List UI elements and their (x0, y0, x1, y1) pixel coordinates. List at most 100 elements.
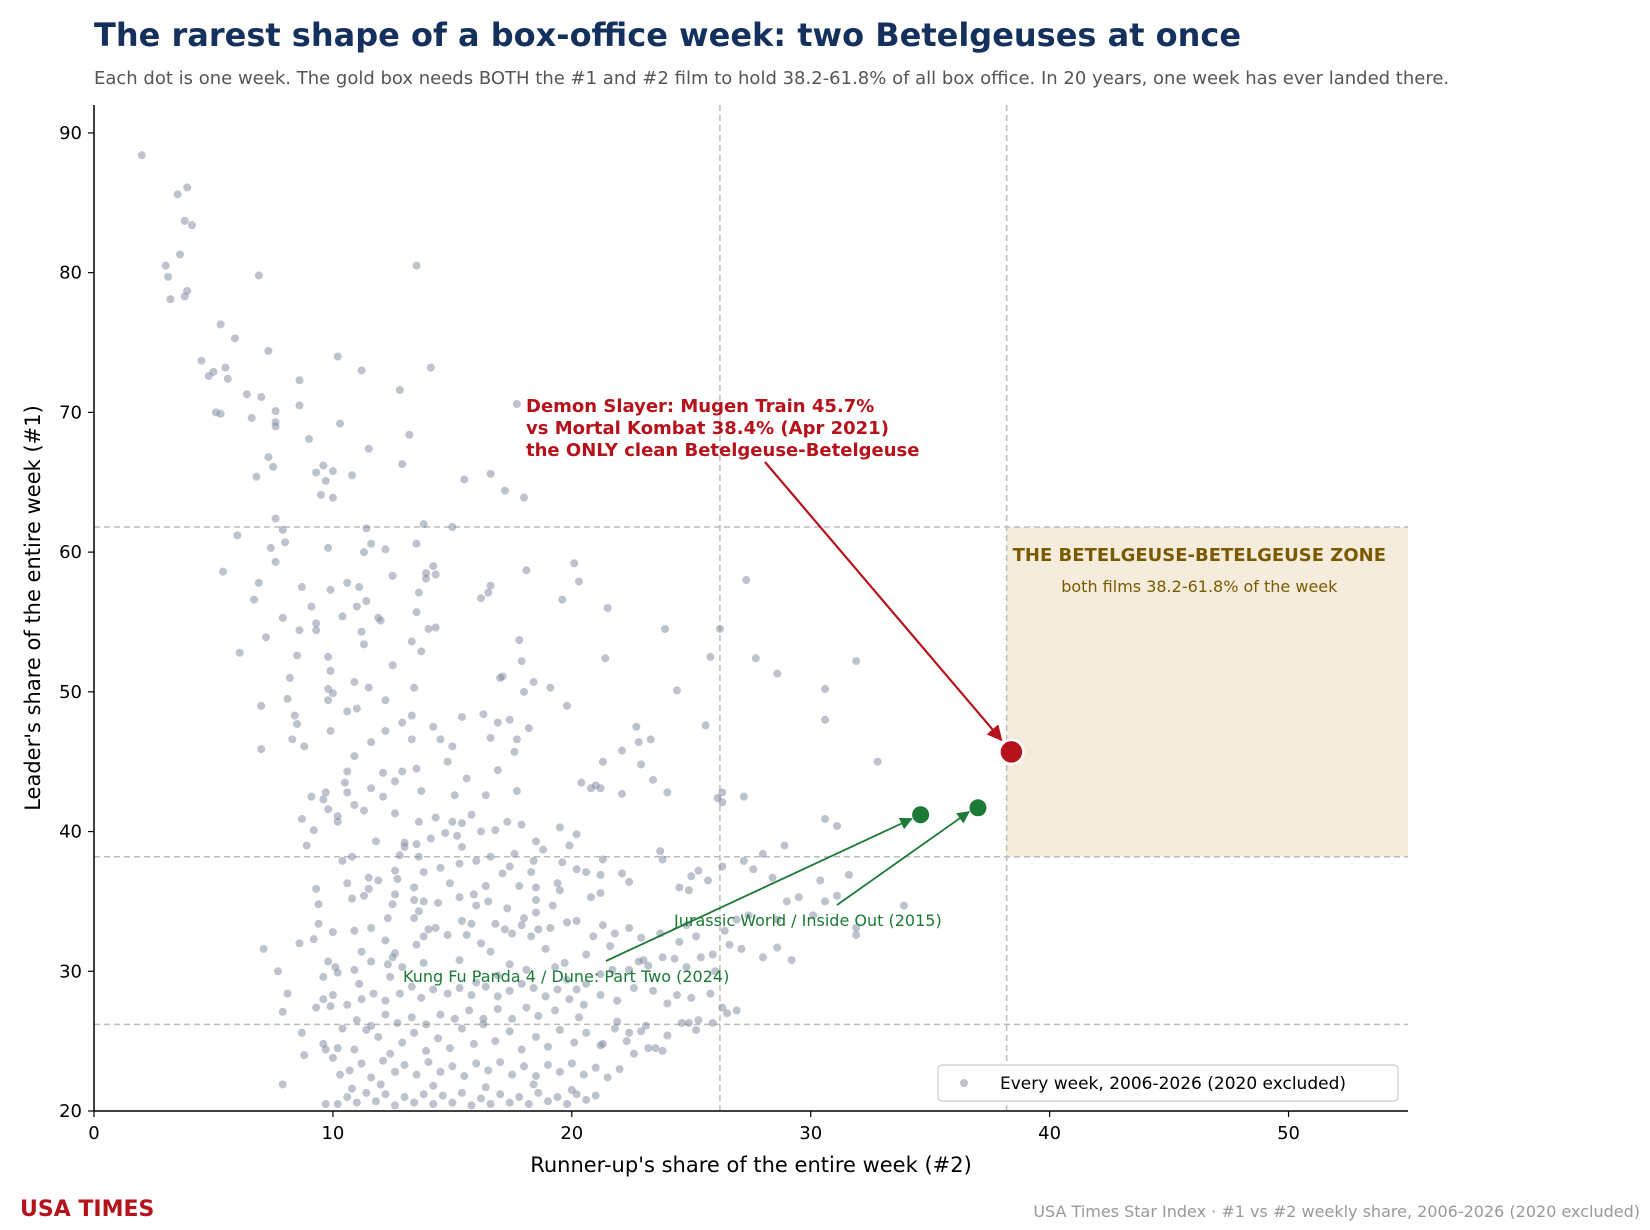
data-point (515, 882, 524, 891)
data-point (357, 1059, 366, 1068)
data-point (328, 991, 337, 1000)
data-point (388, 661, 397, 670)
data-point (436, 1067, 445, 1076)
data-point (371, 837, 380, 846)
data-point (364, 884, 373, 893)
data-point (531, 908, 540, 917)
data-point (312, 1003, 321, 1012)
data-point (355, 583, 364, 592)
data-point (417, 647, 426, 656)
data-point (646, 735, 655, 744)
data-point (278, 1007, 287, 1016)
data-point (608, 965, 617, 974)
data-point (529, 1080, 538, 1089)
data-point (531, 1072, 540, 1081)
highlight-label: Demon Slayer: Mugen Train 45.7% (526, 396, 874, 417)
data-point (510, 849, 519, 858)
data-point (617, 869, 626, 878)
data-point (412, 840, 421, 849)
data-point (383, 960, 392, 969)
data-point (326, 666, 335, 675)
data-point (462, 774, 471, 783)
data-point (524, 724, 533, 733)
data-point (505, 715, 514, 724)
data-point (357, 627, 366, 636)
data-point (632, 722, 641, 731)
x-tick-label: 30 (799, 1123, 822, 1144)
data-point (639, 956, 648, 965)
data-point (758, 849, 767, 858)
data-point (589, 932, 598, 941)
legend-marker (960, 1079, 968, 1087)
data-point (457, 916, 466, 925)
data-point (273, 967, 282, 976)
data-point (381, 545, 390, 554)
legend-box (937, 1064, 1399, 1102)
data-point (352, 602, 361, 611)
data-point (696, 953, 705, 962)
data-point (467, 810, 476, 819)
data-point (352, 704, 361, 713)
data-point (520, 687, 529, 696)
data-point (417, 787, 426, 796)
data-point (534, 1088, 543, 1097)
data-point (326, 726, 335, 735)
data-point (269, 462, 278, 471)
data-point (381, 1010, 390, 1019)
data-point (348, 894, 357, 903)
data-point (718, 788, 727, 797)
data-point (367, 923, 376, 932)
data-point (517, 1045, 526, 1054)
data-point (467, 919, 476, 928)
x-tick-label: 40 (1038, 1123, 1061, 1144)
data-point (553, 1093, 562, 1102)
data-point (250, 595, 259, 604)
data-point (711, 967, 720, 976)
data-point (254, 271, 263, 280)
data-point (493, 992, 502, 1001)
data-point (670, 954, 679, 963)
data-point (419, 868, 428, 877)
data-point (348, 471, 357, 480)
data-point (505, 986, 514, 995)
data-point (551, 963, 560, 972)
data-point (529, 984, 538, 993)
data-point (591, 1091, 600, 1100)
data-point (531, 896, 540, 905)
data-point (656, 847, 665, 856)
data-point (615, 1065, 624, 1074)
data-point (398, 963, 407, 972)
data-point (663, 999, 672, 1008)
data-point (259, 944, 268, 953)
data-point (529, 678, 538, 687)
data-point (443, 930, 452, 939)
data-point (498, 869, 507, 878)
data-point (510, 747, 519, 756)
data-point (319, 995, 328, 1004)
data-point (596, 970, 605, 979)
data-point (257, 393, 266, 402)
data-point (563, 918, 572, 927)
data-point (393, 875, 402, 884)
data-point (343, 879, 352, 888)
data-point (426, 363, 435, 372)
data-point (445, 1044, 454, 1053)
data-point (567, 1059, 576, 1068)
data-point (343, 1093, 352, 1102)
data-point (407, 711, 416, 720)
data-point (324, 805, 333, 814)
data-point (352, 1016, 361, 1025)
data-point (758, 953, 767, 962)
data-point (424, 624, 433, 633)
data-point (350, 678, 359, 687)
data-point (455, 984, 464, 993)
data-point (412, 940, 421, 949)
data-point (520, 914, 529, 923)
data-point (345, 1066, 354, 1075)
data-point (398, 767, 407, 776)
data-point (445, 879, 454, 888)
chart-subtitle: Each dot is one week. The gold box needs… (94, 68, 1450, 89)
data-point (675, 883, 684, 892)
data-point (450, 1014, 459, 1023)
data-point (524, 1100, 533, 1109)
